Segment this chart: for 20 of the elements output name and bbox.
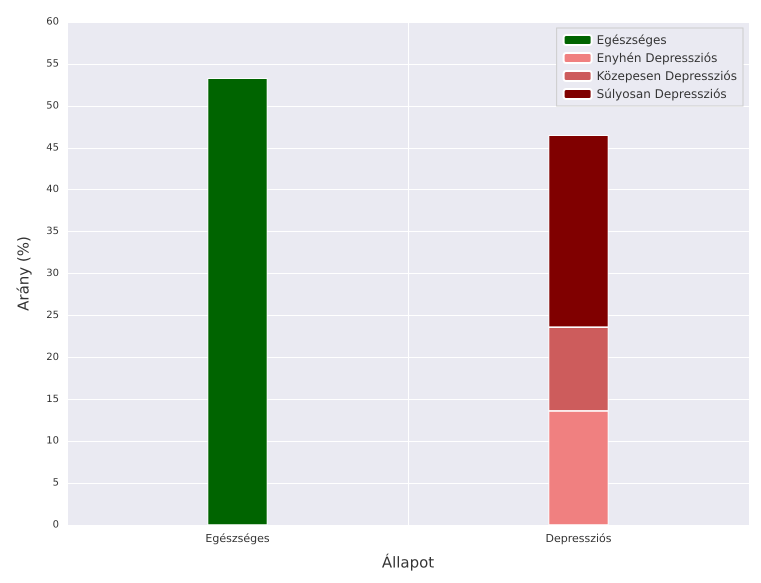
legend-label: Súlyosan Depressziós — [596, 87, 727, 101]
y-tick-label: 50 — [46, 100, 59, 112]
x-tick-label: Depressziós — [545, 532, 612, 545]
y-tick-label: 40 — [46, 184, 59, 196]
y-tick-label: 15 — [46, 394, 59, 405]
y-tick-label: 30 — [46, 268, 59, 279]
y-tick-label: 55 — [46, 58, 59, 70]
y-tick-label: 20 — [46, 352, 59, 363]
legend-label: Közepesen Depressziós — [596, 69, 737, 83]
y-axis-title: Arány (%) — [14, 236, 32, 311]
y-tick-label: 10 — [46, 436, 59, 447]
y-tick-label: 5 — [52, 478, 59, 489]
y-tick-label: 25 — [46, 310, 59, 321]
legend-label: Egészséges — [596, 33, 667, 47]
y-tick-label: 45 — [46, 142, 59, 154]
x-axis-title: Állapot — [382, 554, 434, 572]
y-tick-label: 60 — [46, 16, 59, 28]
y-tick-label: 0 — [52, 520, 59, 530]
y-tick-label: 35 — [46, 226, 59, 238]
legend-label: Enyhén Depressziós — [596, 51, 718, 65]
